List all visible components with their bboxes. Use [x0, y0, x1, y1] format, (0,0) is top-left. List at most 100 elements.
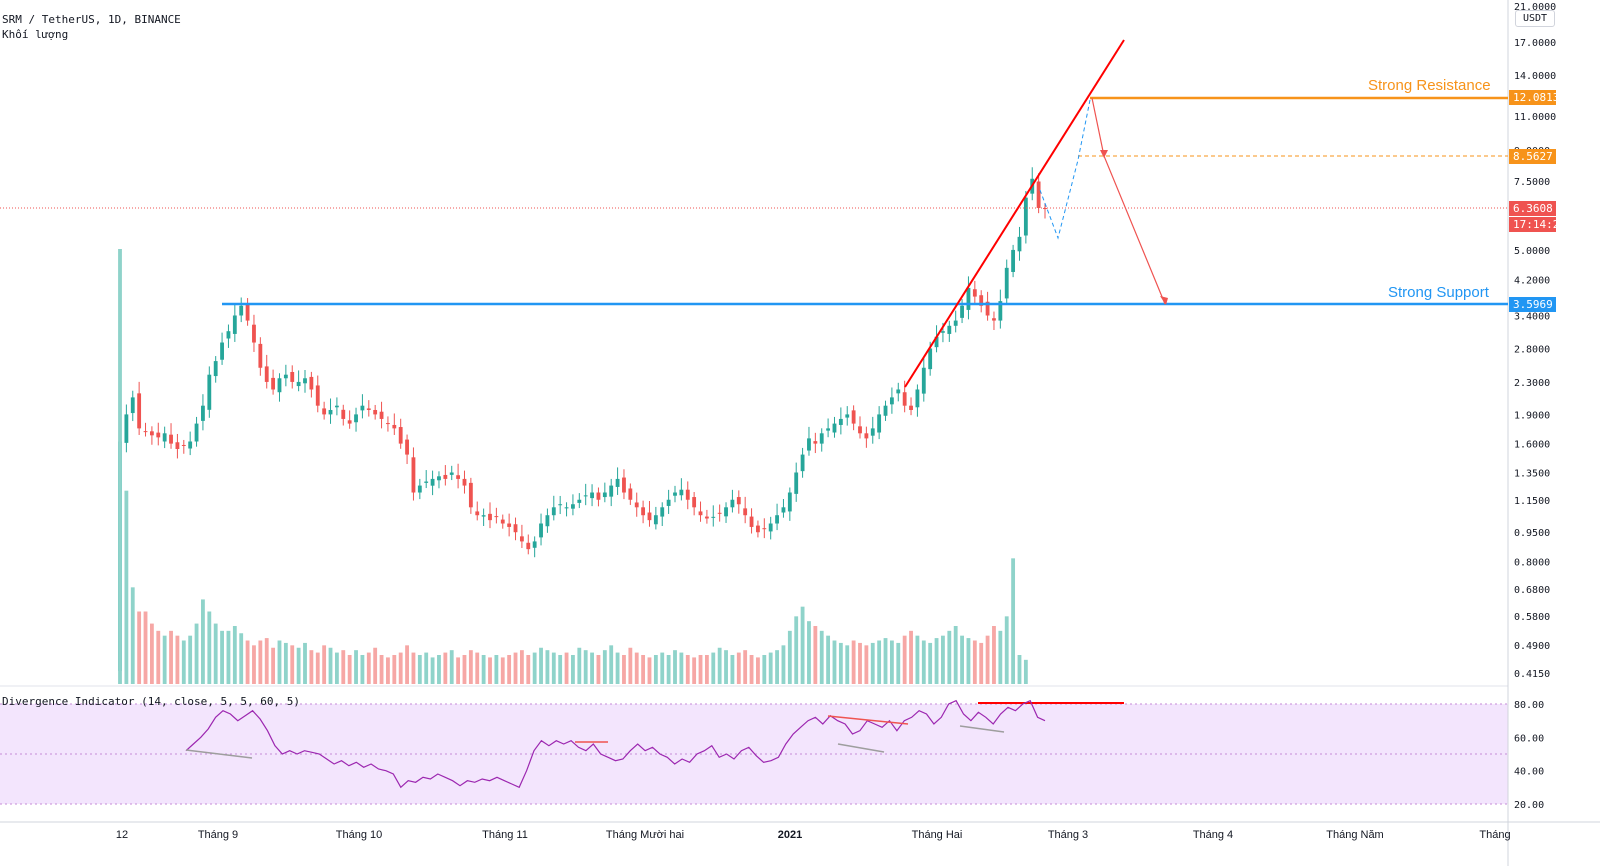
candle-body: [213, 361, 218, 377]
symbol-title[interactable]: SRM / TetherUS, 1D, BINANCE: [2, 13, 181, 26]
candle-body: [941, 331, 945, 333]
price-tick-label: 0.4900: [1514, 641, 1550, 652]
volume-bar: [647, 657, 652, 684]
candle-body: [794, 472, 799, 494]
candle-body: [864, 433, 869, 439]
volume-bar: [213, 623, 218, 684]
arrowhead-mid: [1100, 150, 1108, 158]
candle-body: [877, 414, 882, 433]
candle-body: [181, 444, 186, 446]
candle-body: [858, 426, 862, 434]
candle-body: [851, 410, 856, 424]
volume-bar: [660, 652, 665, 684]
price-tick-label: 21.0000: [1514, 2, 1556, 13]
volume-bar: [832, 640, 837, 684]
volume-bar: [379, 655, 384, 684]
volume-bar: [519, 650, 524, 684]
volume-bar: [539, 647, 543, 684]
price-tick-label: 2.8000: [1514, 344, 1550, 355]
volume-bar: [130, 587, 135, 684]
projection-dashed-path[interactable]: [1039, 99, 1091, 240]
volume-bar: [596, 655, 601, 684]
volume-bar: [583, 650, 588, 684]
currency-button[interactable]: USDT: [1515, 10, 1555, 27]
volume-bar: [838, 642, 843, 684]
volume-label[interactable]: Khối lượng: [2, 28, 69, 41]
volume-bars-layer: [118, 249, 1028, 684]
volume-bar: [966, 638, 971, 684]
volume-bar: [271, 647, 276, 684]
candle-body: [609, 485, 614, 497]
volume-bar: [858, 642, 862, 684]
volume-bar: [800, 606, 805, 684]
volume-bar: [896, 642, 901, 684]
price-tick-label: 1.3500: [1514, 468, 1550, 479]
candle-body: [781, 507, 786, 513]
volume-bar: [736, 652, 741, 684]
volume-bar: [252, 645, 256, 684]
volume-bar: [264, 638, 269, 684]
volume-bar: [634, 652, 639, 684]
volume-bar: [845, 645, 850, 684]
candle-body: [966, 287, 971, 310]
candle-body: [787, 492, 792, 512]
volume-bar: [590, 652, 594, 684]
candle-body: [430, 478, 435, 486]
volume-bar: [309, 650, 314, 684]
candle-body: [411, 457, 416, 493]
volume-bar: [143, 611, 148, 684]
volume-bar: [373, 647, 378, 684]
support-price-tag: 3.5969: [1509, 297, 1556, 312]
price-tick-label: 14.0000: [1514, 71, 1556, 82]
time-tick-label: Tháng Mười hai: [606, 829, 684, 841]
candle-body: [807, 438, 811, 451]
volume-bar: [998, 630, 1003, 684]
volume-bar: [526, 655, 531, 684]
volume-bar: [826, 635, 831, 684]
volume-bar: [749, 655, 754, 684]
time-tick-label: Tháng Năm: [1326, 829, 1383, 841]
candle-body: [392, 424, 397, 429]
time-tick-label: 12: [116, 829, 128, 841]
candle-body: [130, 397, 135, 414]
volume-bar: [979, 642, 984, 684]
volume-bar: [928, 642, 933, 684]
candle-body: [641, 507, 646, 516]
candle-body: [653, 515, 658, 525]
time-tick-label: Tháng 10: [336, 829, 382, 841]
candle-body: [175, 442, 180, 450]
volume-bar: [245, 640, 250, 684]
volume-bar: [692, 657, 697, 684]
time-tick-label: Tháng 11: [482, 829, 528, 841]
candle-body: [462, 478, 467, 486]
time-axis[interactable]: 12 Tháng 9 Tháng 10 Tháng 11 Tháng Mười hai 2…: [116, 829, 1511, 841]
candle-body: [398, 427, 403, 444]
volume-bar: [889, 640, 894, 684]
candle-body: [571, 504, 575, 509]
volume-bar: [315, 652, 320, 684]
volume-bar: [673, 650, 677, 684]
volume-bar: [283, 642, 288, 684]
candle-body: [583, 495, 588, 497]
indicator-title[interactable]: Divergence Indicator (14, close, 5, 5, 6…: [2, 695, 301, 708]
volume-bar: [341, 650, 346, 684]
candle-body: [468, 482, 473, 508]
candle-body: [666, 499, 671, 506]
candle-body: [137, 393, 142, 429]
volume-bar: [456, 657, 461, 684]
volume-bar: [398, 652, 403, 684]
uptrend-line[interactable]: [904, 39, 1125, 388]
drawings-layer[interactable]: [0, 39, 1508, 704]
candle-body: [277, 378, 282, 393]
price-tick-label: 0.4150: [1514, 669, 1550, 680]
candle-body: [360, 405, 365, 411]
volume-bar: [577, 647, 582, 684]
indicator-tick-label: 80.00: [1514, 700, 1544, 711]
indicator-tick-label: 20.00: [1514, 800, 1544, 811]
candle-body: [915, 389, 920, 408]
volume-bar: [201, 599, 205, 684]
candle-body: [615, 478, 620, 487]
indicator-axis[interactable]: 80.00 60.00 40.00 20.00: [1514, 700, 1544, 811]
volume-bar: [730, 655, 735, 684]
